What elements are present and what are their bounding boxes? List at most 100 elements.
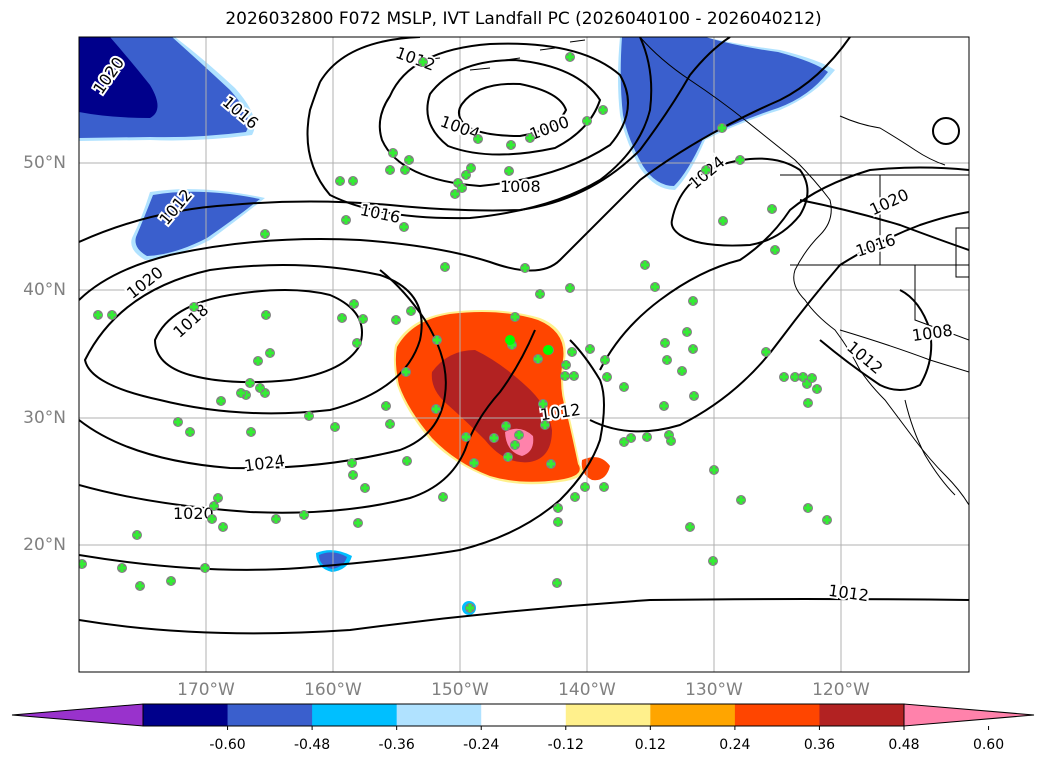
storm-marker-cross [300, 511, 308, 519]
storm-marker-cross [94, 311, 102, 319]
storm-marker-cross [174, 418, 182, 426]
storm-marker-cross [466, 604, 474, 612]
storm-marker-cross [627, 434, 635, 442]
storm-marker-cross [771, 246, 779, 254]
storm-marker-cross [441, 263, 449, 271]
storm-marker-cross [683, 328, 691, 336]
storm-marker-cross [350, 300, 358, 308]
storm-marker-cross [651, 283, 659, 291]
colorbar-segment [396, 704, 482, 726]
storm-marker-cross [490, 434, 498, 442]
storm-marker-cross [386, 420, 394, 428]
isobar-label: 1020 [867, 185, 912, 219]
storm-marker-cross [808, 374, 816, 382]
isobar-label: 1020 [173, 504, 214, 523]
lon-label: 150°W [431, 680, 489, 700]
storm-marker-cross [799, 373, 807, 381]
colorbar-tick-label: 0.12 [634, 737, 666, 753]
storm-marker-cross [780, 373, 788, 381]
storm-marker-cross [458, 184, 466, 192]
storm-marker-cross [405, 156, 413, 164]
storm-marker-cross [547, 460, 555, 468]
storm-marker-cross [534, 355, 542, 363]
storm-marker-cross [504, 453, 512, 461]
colorbar-extend-low [11, 703, 144, 727]
colorbar-tick-label: 0.36 [803, 737, 836, 753]
storm-marker-cross [511, 313, 519, 321]
storm-marker-cross [262, 311, 270, 319]
storm-marker-cross [254, 357, 262, 365]
storm-marker-cross [566, 53, 574, 61]
colorbar-extend-high [903, 703, 1035, 727]
storm-marker-cross [402, 368, 410, 376]
storm-marker-cross [709, 557, 717, 565]
storm-marker-cross [718, 124, 726, 132]
storm-marker-cross [804, 399, 812, 407]
storm-marker-cross [210, 502, 218, 510]
storm-marker-cross [349, 471, 357, 479]
storm-marker-cross [736, 156, 744, 164]
storm-marker-cross [689, 297, 697, 305]
storm-marker-cross [566, 284, 574, 292]
colorbar-tick-label: -0.48 [293, 737, 331, 753]
storm-marker-cross [190, 303, 198, 311]
isobar-label: 1008 [911, 321, 954, 345]
storm-marker-cross [515, 431, 523, 439]
storm-marker-cross [353, 339, 361, 347]
storm-marker-cross [336, 177, 344, 185]
colorbar-tick-label: -0.24 [463, 737, 500, 753]
map-title: 2026032800 F072 MSLP, IVT Landfall PC (2… [225, 9, 822, 29]
storm-marker-cross [401, 166, 409, 174]
storm-marker-cross [661, 339, 669, 347]
storm-marker-cross [813, 385, 821, 393]
storm-marker-cross [568, 348, 576, 356]
storm-markers [79, 52, 832, 613]
storm-marker-cross [359, 315, 367, 323]
storm-marker-cross [133, 531, 141, 539]
storm-marker-cross [433, 336, 441, 344]
lat-label: 20°N [23, 535, 66, 555]
storm-marker-cross [331, 423, 339, 431]
storm-marker-cross [823, 516, 831, 524]
storm-marker-cross [511, 441, 519, 449]
storm-marker-cross [667, 437, 675, 445]
storm-marker-cross [539, 400, 547, 408]
storm-marker-cross [237, 389, 245, 397]
storm-marker-cross [660, 402, 668, 410]
colorbar [11, 703, 1035, 730]
storm-marker-cross [643, 433, 651, 441]
isobar-label: 1024 [243, 451, 286, 475]
isobar-label: 1012 [393, 43, 438, 75]
storm-marker-cross [246, 379, 254, 387]
storm-marker-cross [526, 134, 534, 142]
storm-marker-cross [462, 433, 470, 441]
colorbar-segment [481, 704, 567, 726]
storm-marker-cross [403, 457, 411, 465]
storm-marker-cross [554, 504, 562, 512]
storm-marker-cross [702, 166, 710, 174]
storm-marker-cross [601, 356, 609, 364]
storm-marker-cross [256, 384, 264, 392]
storm-marker-cross [201, 564, 209, 572]
colorbar-segment [565, 704, 651, 726]
storm-marker-cross [554, 518, 562, 526]
storm-marker-cross [562, 361, 570, 369]
storm-marker-highlight [543, 345, 553, 355]
lon-label: 160°W [304, 680, 362, 700]
colorbar-tick-label: 0.48 [888, 737, 920, 753]
colorbar-tick-label: -0.12 [547, 737, 584, 753]
storm-marker-cross [247, 428, 255, 436]
storm-marker-cross [768, 205, 776, 213]
storm-marker-cross [719, 217, 727, 225]
storm-marker-cross [462, 171, 470, 179]
storm-marker-cross [219, 523, 227, 531]
isobar-label: 1008 [500, 177, 541, 196]
storm-marker-cross [392, 316, 400, 324]
colorbar-segment [819, 704, 905, 726]
positive-ivt-shading [393, 310, 610, 485]
storm-marker-cross [710, 466, 718, 474]
storm-marker-cross [571, 493, 579, 501]
storm-marker-cross [474, 135, 482, 143]
storm-marker-cross [407, 307, 415, 315]
